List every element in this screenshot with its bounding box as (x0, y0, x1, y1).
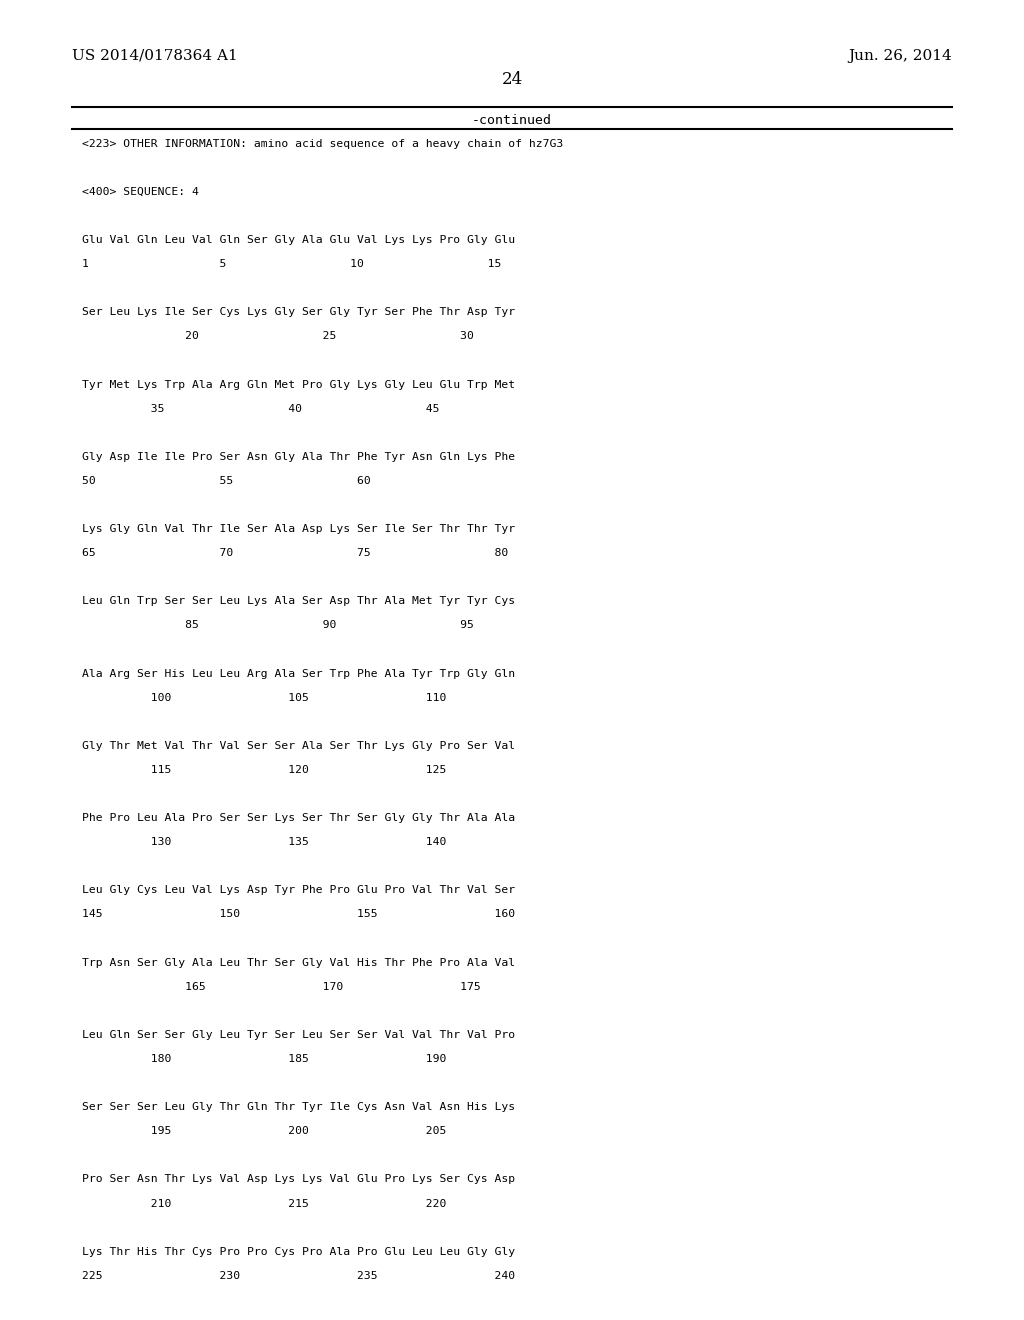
Text: 115                 120                 125: 115 120 125 (82, 764, 446, 775)
Text: Trp Asn Ser Gly Ala Leu Thr Ser Gly Val His Thr Phe Pro Ala Val: Trp Asn Ser Gly Ala Leu Thr Ser Gly Val … (82, 957, 515, 968)
Text: Leu Gln Trp Ser Ser Leu Lys Ala Ser Asp Thr Ala Met Tyr Tyr Cys: Leu Gln Trp Ser Ser Leu Lys Ala Ser Asp … (82, 597, 515, 606)
Text: Lys Gly Gln Val Thr Ile Ser Ala Asp Lys Ser Ile Ser Thr Thr Tyr: Lys Gly Gln Val Thr Ile Ser Ala Asp Lys … (82, 524, 515, 535)
Text: 20                  25                  30: 20 25 30 (82, 331, 474, 342)
Text: Pro Ser Asn Thr Lys Val Asp Lys Lys Val Glu Pro Lys Ser Cys Asp: Pro Ser Asn Thr Lys Val Asp Lys Lys Val … (82, 1175, 515, 1184)
Text: 210                 215                 220: 210 215 220 (82, 1199, 446, 1209)
Text: Jun. 26, 2014: Jun. 26, 2014 (849, 49, 952, 63)
Text: <223> OTHER INFORMATION: amino acid sequence of a heavy chain of hz7G3: <223> OTHER INFORMATION: amino acid sequ… (82, 139, 563, 149)
Text: -continued: -continued (472, 114, 552, 127)
Text: 180                 185                 190: 180 185 190 (82, 1053, 446, 1064)
Text: 35                  40                  45: 35 40 45 (82, 404, 439, 413)
Text: 24: 24 (502, 71, 522, 88)
Text: Leu Gln Ser Ser Gly Leu Tyr Ser Leu Ser Ser Val Val Thr Val Pro: Leu Gln Ser Ser Gly Leu Tyr Ser Leu Ser … (82, 1030, 515, 1040)
Text: 50                  55                  60: 50 55 60 (82, 477, 371, 486)
Text: Tyr Met Lys Trp Ala Arg Gln Met Pro Gly Lys Gly Leu Glu Trp Met: Tyr Met Lys Trp Ala Arg Gln Met Pro Gly … (82, 380, 515, 389)
Text: Lys Thr His Thr Cys Pro Pro Cys Pro Ala Pro Glu Leu Leu Gly Gly: Lys Thr His Thr Cys Pro Pro Cys Pro Ala … (82, 1246, 515, 1257)
Text: Ser Ser Ser Leu Gly Thr Gln Thr Tyr Ile Cys Asn Val Asn His Lys: Ser Ser Ser Leu Gly Thr Gln Thr Tyr Ile … (82, 1102, 515, 1113)
Text: Glu Val Gln Leu Val Gln Ser Gly Ala Glu Val Lys Lys Pro Gly Glu: Glu Val Gln Leu Val Gln Ser Gly Ala Glu … (82, 235, 515, 246)
Text: 85                  90                  95: 85 90 95 (82, 620, 474, 631)
Text: Leu Gly Cys Leu Val Lys Asp Tyr Phe Pro Glu Pro Val Thr Val Ser: Leu Gly Cys Leu Val Lys Asp Tyr Phe Pro … (82, 886, 515, 895)
Text: 65                  70                  75                  80: 65 70 75 80 (82, 548, 508, 558)
Text: US 2014/0178364 A1: US 2014/0178364 A1 (72, 49, 238, 63)
Text: 165                 170                 175: 165 170 175 (82, 982, 480, 991)
Text: Phe Pro Leu Ala Pro Ser Ser Lys Ser Thr Ser Gly Gly Thr Ala Ala: Phe Pro Leu Ala Pro Ser Ser Lys Ser Thr … (82, 813, 515, 824)
Text: <400> SEQUENCE: 4: <400> SEQUENCE: 4 (82, 186, 199, 197)
Text: Gly Thr Met Val Thr Val Ser Ser Ala Ser Thr Lys Gly Pro Ser Val: Gly Thr Met Val Thr Val Ser Ser Ala Ser … (82, 741, 515, 751)
Text: Ser Leu Lys Ile Ser Cys Lys Gly Ser Gly Tyr Ser Phe Thr Asp Tyr: Ser Leu Lys Ile Ser Cys Lys Gly Ser Gly … (82, 308, 515, 317)
Text: Ala Arg Ser His Leu Leu Arg Ala Ser Trp Phe Ala Tyr Trp Gly Gln: Ala Arg Ser His Leu Leu Arg Ala Ser Trp … (82, 668, 515, 678)
Text: 130                 135                 140: 130 135 140 (82, 837, 446, 847)
Text: 100                 105                 110: 100 105 110 (82, 693, 446, 702)
Text: 195                 200                 205: 195 200 205 (82, 1126, 446, 1137)
Text: Gly Asp Ile Ile Pro Ser Asn Gly Ala Thr Phe Tyr Asn Gln Lys Phe: Gly Asp Ile Ile Pro Ser Asn Gly Ala Thr … (82, 451, 515, 462)
Text: 145                 150                 155                 160: 145 150 155 160 (82, 909, 515, 920)
Text: 1                   5                  10                  15: 1 5 10 15 (82, 259, 502, 269)
Text: 225                 230                 235                 240: 225 230 235 240 (82, 1271, 515, 1280)
